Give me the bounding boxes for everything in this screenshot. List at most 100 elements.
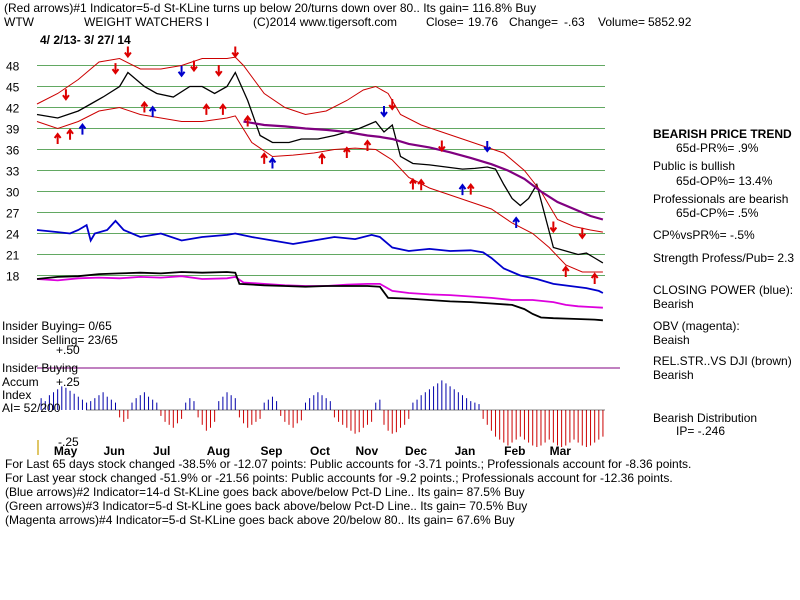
relstr-title: REL.STR..VS DJI (brown) [653, 354, 792, 368]
series-closing-power [36, 219, 604, 294]
signal-arrow-up-red [363, 139, 372, 151]
y-tick-45: 45 [6, 81, 20, 95]
trend-title: BEARISH PRICE TREND [653, 127, 792, 141]
y-tick-24: 24 [6, 228, 20, 242]
y-tick-39: 39 [6, 123, 20, 137]
signal-arrow-down-blue [483, 141, 492, 153]
x-axis-ticks: May Jun Jul Aug Sep Oct Nov Dec Jan Feb Mar [54, 444, 571, 458]
footer-green-arrows: (Green arrows)#3 Indicator=5-d St-KLine … [5, 499, 527, 513]
footer-line-last-year: For Last year stock changed -51.9% or -2… [5, 471, 673, 485]
signal-arrow-up-blue [78, 123, 87, 135]
signal-arrow-up-blue [512, 216, 520, 228]
signal-arrow-down-blue [177, 65, 186, 78]
signal-arrow-up-red [202, 103, 211, 115]
accum-index-histogram [40, 380, 604, 447]
signal-arrow-down-red [438, 140, 446, 153]
signal-arrow-up-red [260, 152, 268, 164]
signal-arrow-up-red [561, 265, 570, 277]
signal-arrow-up-red [66, 128, 74, 140]
accum-label: Accum [2, 375, 39, 389]
y-tick-33: 33 [6, 165, 20, 179]
signal-arrow-down-red [388, 99, 397, 111]
close-value: 19.76 [468, 15, 498, 29]
public-title: Public is bullish [653, 159, 735, 173]
signal-arrow-down-red [190, 60, 198, 73]
closing-power-value: Bearish [653, 297, 694, 311]
x-tick-aug: Aug [207, 444, 230, 458]
signal-arrow-up-red [409, 177, 417, 190]
signal-arrow-up-blue [148, 105, 157, 118]
signal-arrow-up-red [140, 100, 149, 113]
signal-arrow-down-red [62, 89, 70, 101]
x-tick-jul: Jul [153, 444, 170, 458]
closing-power-title: CLOSING POWER (blue): [653, 283, 793, 297]
signal-arrow-up-blue [458, 183, 467, 196]
signal-arrow-up-red [318, 152, 326, 165]
signal-arrow-down-red [124, 46, 132, 59]
x-tick-mar: Mar [550, 444, 572, 458]
signal-arrow-up-red [343, 146, 351, 158]
volume-value: 5852.92 [648, 15, 692, 29]
y-axis-ticks: 48 45 42 39 36 33 30 27 24 21 18 [6, 60, 20, 284]
y-tick-48: 48 [6, 60, 20, 74]
accum-plus25: +.25 [56, 375, 80, 389]
x-tick-sep: Sep [260, 444, 282, 458]
signal-arrow-down-red [549, 221, 558, 234]
price-grid [37, 65, 605, 276]
indicator-1-legend: (Red arrows)#1 Indicator=5-d St-KLine tu… [4, 1, 536, 15]
y-tick-27: 27 [6, 207, 20, 221]
signal-arrow-up-blue [268, 156, 277, 169]
footer-magenta-arrows: (Magenta arrows)#4 Indicator=5-d St-KLin… [5, 513, 515, 527]
signal-arrow-up-red [243, 114, 252, 127]
index-label: Index [2, 388, 31, 402]
volume-label: Volume= [598, 15, 645, 29]
signal-arrow-up-red [590, 272, 599, 284]
signal-arrows [53, 46, 599, 284]
x-tick-nov: Nov [355, 444, 378, 458]
insider-buying-label: Insider Buying [2, 361, 78, 375]
series-ma-purple [243, 120, 604, 221]
signal-arrow-down-blue [380, 106, 388, 118]
strength: Strength Profess/Pub= 2.3 [653, 251, 794, 265]
y-tick-36: 36 [6, 144, 20, 158]
signal-arrow-up-red [466, 182, 475, 195]
series-obv [36, 275, 603, 309]
distribution-title: Bearish Distribution [653, 411, 757, 425]
obv-title: OBV (magenta): [653, 319, 740, 333]
signal-arrow-down-red [578, 227, 587, 240]
signal-arrow-down-red [111, 63, 120, 75]
footer-blue-arrows: (Blue arrows)#2 Indicator=14-d St-KLine … [5, 485, 525, 499]
series-rel-str [36, 271, 603, 322]
company-name: WEIGHT WATCHERS I [84, 15, 209, 29]
pr-line: 65d-PR%= .9% [676, 141, 759, 155]
insider-buying-count: Insider Buying= 0/65 [2, 319, 112, 333]
change-label: Change= [509, 15, 558, 29]
cpvspr: CP%vsPR%= -.5% [653, 228, 755, 242]
x-tick-dec: Dec [405, 444, 427, 458]
signal-arrow-down-red [214, 65, 223, 77]
cp-line: 65d-CP%= .5% [676, 206, 759, 220]
ip-value: IP= -.246 [676, 424, 725, 438]
chart-series [36, 56, 604, 322]
relstr-value: Bearish [653, 368, 694, 382]
y-tick-18: 18 [6, 270, 20, 284]
footer-line-65-days: For Last 65 days stock changed -38.5% or… [5, 457, 691, 471]
y-tick-30: 30 [6, 186, 20, 200]
obv-value: Beaish [653, 333, 690, 347]
x-tick-oct: Oct [310, 444, 330, 458]
prof-title: Professionals are bearish [653, 192, 788, 206]
signal-arrow-up-red [53, 132, 62, 144]
x-tick-jan: Jan [455, 444, 476, 458]
ticker-symbol: WTW [4, 15, 35, 29]
date-range: 4/ 2/13- 3/ 27/ 14 [40, 33, 131, 47]
insider-selling-count: Insider Selling= 23/65 [2, 333, 118, 347]
close-label: Close= [426, 15, 464, 29]
op-line: 65d-OP%= 13.4% [676, 174, 773, 188]
accum-minus25: -.25 [58, 435, 79, 449]
y-tick-42: 42 [6, 102, 20, 116]
x-tick-jun: Jun [103, 444, 124, 458]
change-value: -.63 [564, 15, 585, 29]
series-lower-band [36, 106, 603, 273]
series-upper-band [36, 56, 603, 233]
